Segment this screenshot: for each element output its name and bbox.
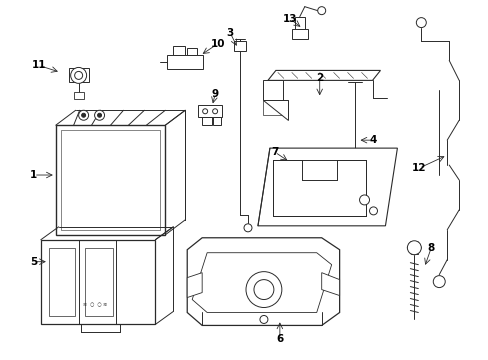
Circle shape — [253, 280, 273, 300]
Bar — [213, 117, 221, 125]
Bar — [74, 92, 83, 99]
Circle shape — [369, 207, 377, 215]
Text: 4: 4 — [369, 135, 376, 145]
Text: 5: 5 — [30, 257, 38, 267]
Text: 8: 8 — [427, 243, 434, 253]
Circle shape — [75, 71, 82, 80]
Polygon shape — [263, 100, 287, 120]
Bar — [198, 105, 222, 117]
Circle shape — [415, 18, 426, 28]
Bar — [167, 55, 203, 69]
Text: 3: 3 — [226, 28, 233, 37]
Circle shape — [407, 241, 421, 255]
Bar — [61, 130, 160, 230]
Polygon shape — [187, 273, 202, 298]
Circle shape — [359, 195, 369, 205]
Bar — [68, 68, 88, 82]
Bar — [291, 28, 307, 39]
Text: 6: 6 — [276, 334, 283, 345]
Circle shape — [260, 315, 267, 323]
Text: 1: 1 — [30, 170, 38, 180]
Circle shape — [245, 272, 281, 307]
Circle shape — [317, 7, 325, 15]
Text: 7: 7 — [271, 147, 278, 157]
Circle shape — [202, 109, 207, 114]
Circle shape — [79, 110, 88, 120]
Text: 12: 12 — [411, 163, 426, 173]
Circle shape — [71, 67, 86, 84]
Polygon shape — [263, 80, 282, 100]
Polygon shape — [187, 238, 339, 325]
Circle shape — [432, 276, 444, 288]
Text: 10: 10 — [210, 39, 225, 49]
Bar — [173, 45, 185, 55]
Text: 2: 2 — [315, 73, 323, 84]
Bar — [56, 125, 165, 235]
Text: 13: 13 — [282, 14, 297, 24]
Text: 11: 11 — [32, 60, 46, 71]
Bar — [84, 248, 112, 316]
Polygon shape — [267, 71, 380, 80]
Bar — [41, 240, 155, 324]
Polygon shape — [263, 100, 287, 115]
Bar — [202, 117, 212, 125]
Bar — [272, 160, 365, 216]
Circle shape — [81, 113, 85, 117]
Polygon shape — [192, 253, 331, 312]
Polygon shape — [321, 273, 339, 296]
Bar — [49, 248, 75, 316]
Circle shape — [98, 113, 102, 117]
Circle shape — [244, 224, 251, 232]
Bar — [187, 48, 197, 55]
Polygon shape — [258, 148, 397, 226]
Circle shape — [212, 109, 217, 114]
Bar — [234, 41, 245, 50]
Text: ≋  ○  ○ ≋: ≋ ○ ○ ≋ — [83, 302, 107, 307]
Bar — [294, 17, 304, 28]
Circle shape — [94, 110, 104, 120]
Text: 9: 9 — [211, 89, 218, 99]
